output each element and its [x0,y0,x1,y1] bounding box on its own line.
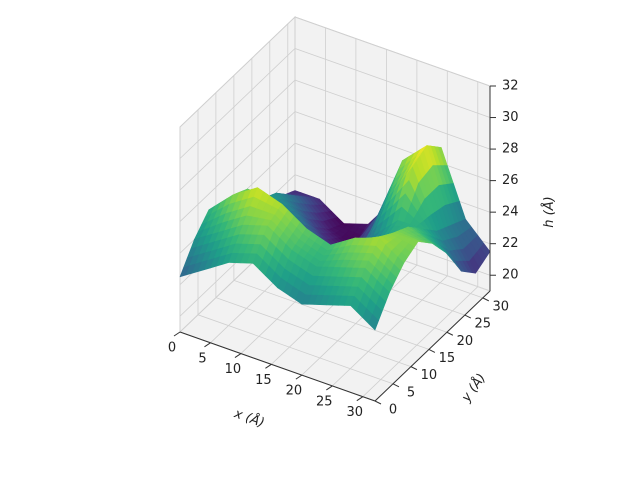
x-tick [173,331,181,337]
z-tick-label: 32 [502,79,519,94]
x-tick-label: 5 [198,351,206,366]
z-tick-label: 28 [502,142,519,157]
grid-line-z [179,48,491,159]
x-tick [204,342,211,348]
y-tick [392,383,400,388]
y-tick [428,348,436,353]
grid-line-x [362,81,479,397]
y-tick-label: 15 [439,351,456,366]
tick-marks [173,85,496,405]
y-tick [482,297,490,302]
grid-line-x [301,60,418,376]
y-axis-title: y (Å) [458,370,489,405]
y-tick-label: 20 [457,334,474,349]
x-tick-label: 30 [347,405,364,420]
grid-line-x [332,70,448,387]
z-tick-label: 22 [502,236,519,251]
y-tick-label: 30 [493,299,510,314]
z-tick-label: 24 [502,205,519,220]
x-tick [356,396,364,402]
surface-patch [368,314,379,331]
y-tick-label: 10 [421,368,438,383]
grid-line-y [215,92,412,367]
grid-line-y [197,109,394,385]
x-tick [234,353,242,358]
x-tick [326,385,333,391]
x-tick [265,363,272,369]
grid-line-z [179,16,491,128]
x-tick [295,374,303,380]
y-tick-label: 25 [475,317,492,332]
x-tick-label: 20 [286,384,303,399]
z-axis-title: h (Å) [541,196,557,227]
y-tick [446,331,454,336]
y-tick [410,366,418,371]
x-tick-label: 0 [168,341,176,356]
x-tick-label: 15 [255,373,272,388]
x-axis-title: x (Å) [231,405,266,431]
x-tick-label: 25 [316,394,333,409]
y-tick-label: 5 [407,385,415,400]
y-tick [374,400,382,405]
grid-line-y [233,75,430,350]
x-axis-line [179,331,376,402]
surface [179,145,491,331]
grid-line-z [179,79,491,191]
y-axis-line [374,290,491,402]
x-tick-label: 10 [225,362,242,377]
z-tick-label: 30 [502,110,519,125]
axis-lines [179,86,491,402]
y-tick [464,314,472,319]
y-tick-label: 0 [389,403,397,418]
z-tick-label: 26 [502,173,519,188]
z-tick-label: 20 [502,268,519,283]
